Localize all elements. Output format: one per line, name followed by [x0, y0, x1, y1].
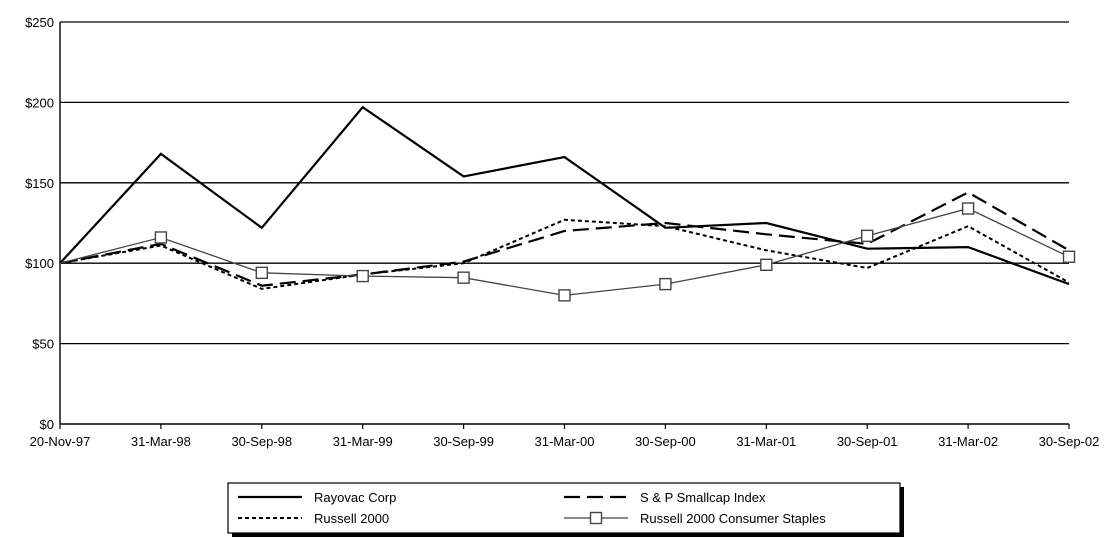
x-tick-label: 30-Sep-99: [433, 434, 494, 449]
series-line-0: [59, 105, 1070, 286]
y-tick-label: $150: [25, 176, 54, 191]
legend-label-1: S & P Smallcap Index: [640, 490, 766, 505]
series-marker-3: [255, 266, 268, 280]
series-line-2: [59, 218, 1070, 290]
x-tick-label: 30-Sep-98: [231, 434, 292, 449]
series-marker-3: [356, 269, 369, 283]
legend-box: [227, 482, 901, 534]
grid-lines: [60, 21, 1069, 345]
y-tick-label: $50: [32, 337, 54, 352]
x-tick-label: 31-Mar-02: [938, 434, 998, 449]
axes: [59, 22, 1070, 429]
legend-label-0: Rayovac Corp: [314, 490, 396, 505]
legend-label-2: Russell 2000: [314, 511, 389, 526]
series-marker-3: [961, 202, 975, 215]
y-tick-label: $200: [25, 95, 54, 110]
y-tick-label: $0: [40, 417, 54, 432]
series-lines: [59, 105, 1076, 302]
series-marker-3: [1062, 250, 1076, 263]
x-tick-label: 31-Mar-98: [131, 434, 191, 449]
x-tick-label: 31-Mar-99: [333, 434, 393, 449]
x-tick-label: 31-Mar-00: [535, 434, 595, 449]
x-tick-label: 30-Sep-01: [837, 434, 898, 449]
x-axis-tick-labels: 20-Nov-97 31-Mar-98 30-Sep-98 31-Mar-99 30-S…: [30, 434, 1100, 449]
legend-marker-3: [589, 511, 603, 525]
series-marker-3: [861, 229, 874, 243]
series-line-3: [59, 207, 1070, 297]
y-tick-label: $100: [25, 256, 54, 271]
series-marker-3: [760, 258, 773, 272]
x-tick-label: 30-Sep-02: [1039, 434, 1100, 449]
series-marker-3: [154, 231, 168, 244]
x-tick-label: 30-Sep-00: [635, 434, 696, 449]
x-tick-label: 20-Nov-97: [30, 434, 91, 449]
x-tick-label: 31-Mar-01: [736, 434, 796, 449]
series-marker-3: [558, 289, 571, 302]
series-line-1: [59, 191, 1070, 287]
y-axis-tick-labels: $0 $50 $100 $150 $200 $250: [25, 15, 54, 432]
legend: Rayovac Corp S & P Smallcap Index Russell …: [227, 482, 904, 537]
y-tick-label: $250: [25, 15, 54, 30]
legend-label-3: Russell 2000 Consumer Staples: [640, 511, 826, 526]
series-marker-3: [659, 277, 672, 291]
series-marker-3: [457, 271, 470, 284]
